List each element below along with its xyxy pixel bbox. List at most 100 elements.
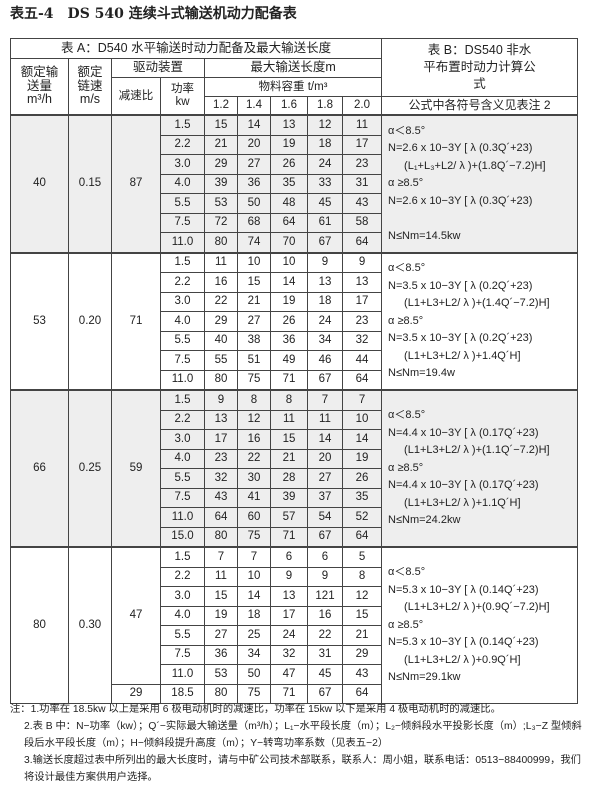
power-cell: 1.5 — [160, 114, 205, 136]
length-cell: 8 — [270, 389, 308, 411]
length-cell: 72 — [204, 212, 238, 233]
length-cell: 38 — [237, 330, 271, 351]
length-cell: 11 — [341, 114, 383, 136]
length-cell: 64 — [270, 212, 308, 233]
power-cell: 11.0 — [160, 664, 205, 685]
length-cell: 75 — [237, 369, 271, 391]
table-row: 7.5 43 41 39 37 35 — [11, 487, 578, 508]
length-cell: 14 — [237, 586, 271, 607]
power-cell: 11.0 — [160, 507, 205, 528]
table-row: 5.5 53 50 48 45 43 — [11, 193, 578, 214]
length-cell: 29 — [204, 311, 238, 332]
length-cell: 40 — [204, 330, 238, 351]
length-cell: 15 — [341, 605, 383, 626]
length-cell: 9 — [341, 251, 383, 273]
length-cell: 9 — [307, 251, 343, 273]
power-cell: 11.0 — [160, 369, 205, 391]
table-row: 11.0 80 75 71 67 64 — [11, 369, 578, 391]
table-a-title: 表 A：D540 水平输送时动力配备及最大输送长度 — [9, 38, 383, 59]
power-cell: 3.0 — [160, 586, 205, 607]
length-cell: 20 — [237, 134, 271, 155]
length-cell: 43 — [204, 487, 238, 508]
length-cell: 26 — [270, 311, 308, 332]
ratio-cell: 87 — [111, 114, 161, 253]
length-cell: 7 — [341, 389, 383, 411]
length-cell: 39 — [204, 173, 238, 194]
formula-line: (L1+L3+L2/ λ )+(0.9Q´−7.2)H] — [404, 601, 550, 614]
power-cell: 2.2 — [160, 134, 205, 155]
density-col: 2.0 — [341, 96, 383, 116]
length-cell: 10 — [270, 251, 308, 273]
length-cell: 46 — [307, 350, 343, 371]
table-row: 11.0 53 50 47 45 43 — [11, 664, 578, 685]
length-cell: 16 — [237, 429, 271, 450]
table-row: 2.2 16 15 14 13 13 — [11, 272, 578, 293]
rated-capacity-cell: 53 — [10, 251, 69, 391]
length-cell: 19 — [270, 291, 308, 312]
ratio-cell: 71 — [111, 251, 161, 391]
length-cell: 9 — [307, 566, 343, 587]
length-cell: 39 — [270, 487, 308, 508]
length-cell: 64 — [204, 507, 238, 528]
power-cell: 1.5 — [160, 251, 205, 273]
length-cell: 8 — [341, 566, 383, 587]
formula-line: N=4.4 x 10−3Y [ λ (0.17Q´+23) — [388, 426, 539, 439]
length-cell: 55 — [204, 350, 238, 371]
power-cell: 1.5 — [160, 546, 205, 568]
length-cell: 80 — [204, 369, 238, 391]
table-b-title: 表 B：DS540 非水平布置时动力计算公式 — [381, 38, 578, 97]
length-cell: 13 — [270, 586, 308, 607]
length-cell: 67 — [307, 232, 343, 253]
formula-line: N=4.4 x 10−3Y [ λ (0.17Q´+23) — [388, 479, 539, 492]
length-cell: 6 — [307, 546, 343, 568]
formula-line: N≤Nm=29.1kw — [388, 671, 461, 684]
power-cell: 15.0 — [160, 526, 205, 548]
length-cell: 19 — [341, 448, 383, 469]
header-rated-speed: 额定链速 m/s — [68, 58, 112, 116]
length-cell: 11 — [204, 566, 238, 587]
length-cell: 32 — [204, 468, 238, 489]
length-cell: 13 — [204, 409, 238, 430]
length-cell: 15 — [204, 586, 238, 607]
rated-capacity-cell: 80 — [10, 546, 69, 704]
length-cell: 5 — [341, 546, 383, 568]
formula-line: (L1+L3+L2/ λ )+1.1Q´H] — [404, 496, 521, 509]
formula-line: N=5.3 x 10−3Y [ λ (0.14Q´+23) — [388, 636, 539, 649]
length-cell: 21 — [204, 134, 238, 155]
length-cell: 12 — [307, 114, 343, 136]
table-row: 29 18.5 80 75 71 67 64 — [11, 683, 578, 704]
formula-line: N=2.6 x 10−3Y [ λ (0.3Q´+23) — [388, 142, 533, 154]
rated-speed-cell: 0.30 — [68, 546, 112, 704]
length-cell: 28 — [270, 468, 308, 489]
formula-line: α ≥8.5° — [388, 314, 424, 327]
length-cell: 75 — [237, 526, 271, 548]
power-cell: 7.5 — [160, 487, 205, 508]
length-cell: 11 — [204, 251, 238, 273]
formula-line: α ≥8.5° — [388, 618, 424, 631]
length-cell: 9 — [204, 389, 238, 411]
length-cell: 10 — [341, 409, 383, 430]
formula-cell: α＜8.5° N=2.6 x 10−3Y [ λ (0.3Q´+23) (L₁+L₃… — [381, 114, 578, 253]
length-cell: 43 — [341, 664, 383, 685]
formula-line: α ≥8.5° — [388, 177, 424, 189]
density-col: 1.8 — [307, 96, 343, 116]
density-col: 1.2 — [204, 96, 238, 116]
rated-capacity-cell: 66 — [10, 389, 69, 548]
length-cell: 24 — [270, 625, 308, 646]
length-cell: 67 — [307, 526, 343, 548]
length-cell: 11 — [307, 409, 343, 430]
length-cell: 22 — [237, 448, 271, 469]
ratio-cell: 29 — [111, 683, 161, 704]
length-cell: 21 — [270, 448, 308, 469]
length-cell: 35 — [341, 487, 383, 508]
length-cell: 14 — [341, 429, 383, 450]
table-row: 5.5 27 25 24 22 21 — [11, 625, 578, 646]
rated-speed-cell: 0.15 — [68, 114, 112, 253]
length-cell: 14 — [237, 114, 271, 136]
formula-line: (L1+L3+L2/ λ )+0.9Q´H] — [404, 653, 521, 666]
table-row: 2.2 21 20 19 18 17 — [11, 134, 578, 155]
density-col: 1.6 — [270, 96, 308, 116]
length-cell: 22 — [307, 625, 343, 646]
length-cell: 27 — [237, 154, 271, 175]
length-cell: 16 — [307, 605, 343, 626]
